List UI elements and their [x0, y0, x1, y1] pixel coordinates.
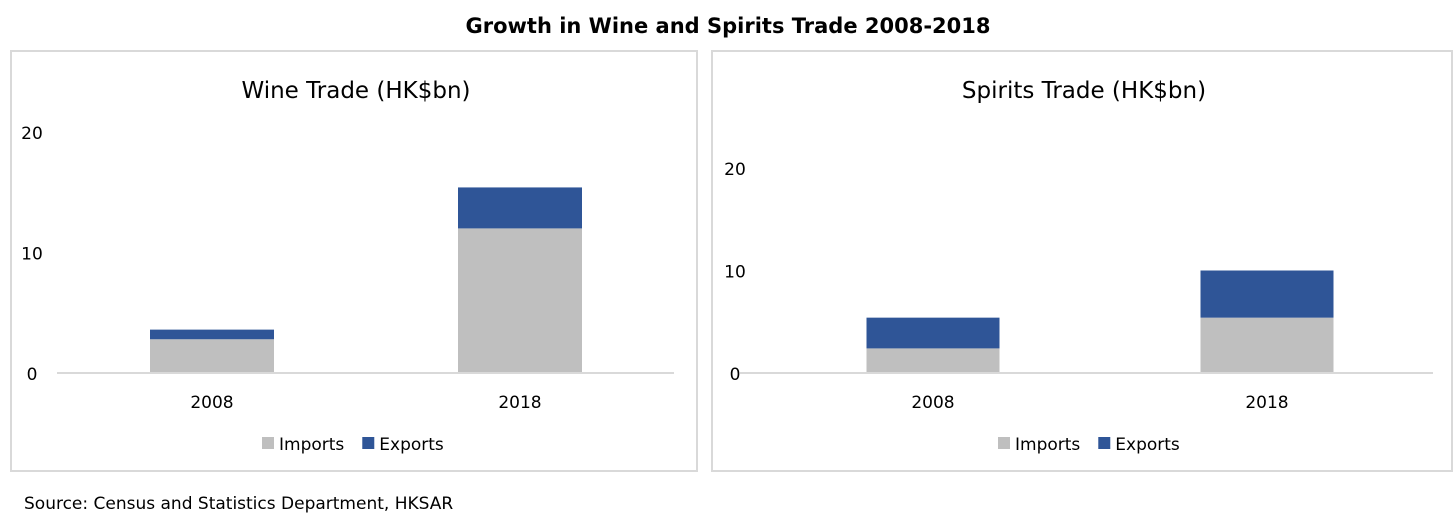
- legend-swatch-exports: [362, 437, 375, 449]
- legend-swatch-exports: [1098, 437, 1111, 449]
- legend-swatch-imports: [262, 437, 274, 449]
- bar-imports-2018: [1200, 317, 1334, 373]
- bar-imports-2008: [150, 339, 274, 373]
- spirits-trade-chart: Spirits Trade (HK$bn) 0 10 20 2008 2018 Import…: [711, 50, 1453, 472]
- legend-swatch-imports: [998, 437, 1010, 449]
- x-tick-label: 2018: [498, 393, 541, 413]
- legend-label-imports: Imports: [1015, 435, 1080, 455]
- bar-exports-2008: [866, 317, 1000, 349]
- legend-label-imports: Imports: [279, 435, 344, 455]
- source-note: Source: Census and Statistics Department…: [24, 494, 454, 514]
- main-title: Growth in Wine and Spirits Trade 2008-20…: [465, 14, 991, 38]
- y-tick-label: 0: [27, 365, 38, 385]
- chart-title: Spirits Trade (HK$bn): [962, 78, 1206, 104]
- bar-exports-2018: [1200, 270, 1334, 318]
- bar-exports-2008: [150, 329, 274, 340]
- bar-imports-2008: [866, 348, 1000, 373]
- x-tick-label: 2008: [911, 393, 954, 413]
- legend-label-exports: Exports: [379, 435, 444, 455]
- x-tick-label: 2018: [1245, 393, 1288, 413]
- wine-trade-chart: Wine Trade (HK$bn) 0 10 20 2008 2018 Imports Ex…: [10, 50, 698, 472]
- y-tick-label: 0: [730, 365, 741, 385]
- chart-title: Wine Trade (HK$bn): [241, 78, 470, 104]
- bar-exports-2018: [458, 187, 582, 229]
- legend-label-exports: Exports: [1115, 435, 1180, 455]
- y-tick-label: 10: [724, 263, 746, 283]
- y-tick-label: 10: [21, 245, 43, 265]
- y-tick-label: 20: [724, 160, 746, 180]
- y-tick-label: 20: [21, 124, 43, 144]
- x-tick-label: 2008: [190, 393, 233, 413]
- bar-imports-2018: [458, 228, 582, 373]
